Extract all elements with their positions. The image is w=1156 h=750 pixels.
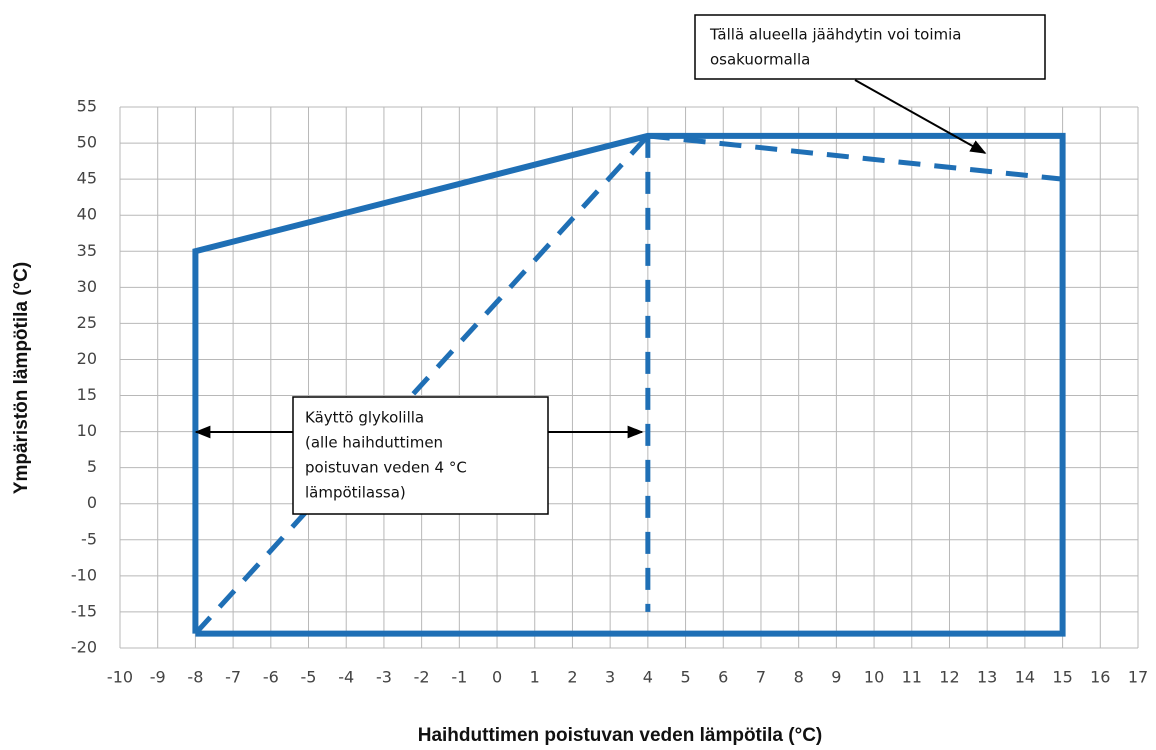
- y-axis-title: Ympäristön lämpötila (°C): [11, 262, 32, 494]
- x-tick-label: 6: [718, 668, 728, 687]
- x-tick-label: 17: [1128, 668, 1148, 687]
- arrow: [854, 79, 987, 154]
- x-axis-title: Haihduttimen poistuvan veden lämpötila (…: [418, 725, 823, 746]
- series-line: [192, 132, 1066, 637]
- annotation-text: osakuormalla: [710, 51, 810, 69]
- y-tick-label: -20: [71, 638, 97, 657]
- plot-lines: [192, 132, 1066, 637]
- x-tick-label: 2: [567, 668, 577, 687]
- x-tick-label: -3: [376, 668, 392, 687]
- x-tick-label: 12: [939, 668, 959, 687]
- y-tick-label: 45: [77, 169, 97, 188]
- x-tick-label: -5: [301, 668, 317, 687]
- x-tick-label: 13: [977, 668, 997, 687]
- x-tick-label: -7: [225, 668, 241, 687]
- x-tick-label: -10: [107, 668, 133, 687]
- annotation-text: poistuvan veden 4 °C: [305, 459, 467, 477]
- x-tick-label: 0: [492, 668, 502, 687]
- y-tick-label: 0: [87, 493, 97, 512]
- y-tick-label: 35: [77, 241, 97, 260]
- x-tick-label: 7: [756, 668, 766, 687]
- x-tick-label: -9: [150, 668, 166, 687]
- y-tick-label: 30: [77, 277, 97, 296]
- x-tick-label: -8: [187, 668, 203, 687]
- x-tick-label: 4: [643, 668, 653, 687]
- x-tick-label: -1: [451, 668, 467, 687]
- x-tick-label: 5: [680, 668, 690, 687]
- y-tick-label: 55: [77, 97, 97, 116]
- x-tick-label: -6: [263, 668, 279, 687]
- y-tick-label: 5: [87, 457, 97, 476]
- y-tick-label: 40: [77, 205, 97, 224]
- x-tick-label: 3: [605, 668, 615, 687]
- x-tick-label: -4: [338, 668, 354, 687]
- annotation-box: [292, 396, 549, 515]
- x-tick-label: 9: [831, 668, 841, 687]
- y-tick-label: 10: [77, 421, 97, 440]
- series-line: [647, 133, 1063, 182]
- y-tick-label: 25: [77, 313, 97, 332]
- x-tick-label: 14: [1015, 668, 1035, 687]
- y-tick-label: 50: [77, 133, 97, 152]
- x-tick-label: 10: [864, 668, 884, 687]
- series-line: [193, 134, 650, 636]
- y-tick-label: -15: [71, 601, 97, 620]
- y-tick-label: 15: [77, 385, 97, 404]
- annotations: Tällä alueella jäähdytin voi toimia osaku…: [194, 14, 1046, 515]
- annotation-text: Tällä alueella jäähdytin voi toimia: [709, 26, 961, 44]
- annotation-box: [694, 14, 1046, 80]
- y-tick-label: 20: [77, 349, 97, 368]
- x-tick-label: -2: [414, 668, 430, 687]
- x-tick-label: 8: [794, 668, 804, 687]
- annotation-text: lämpötilassa): [305, 484, 406, 502]
- y-tick-label: -10: [71, 565, 97, 584]
- x-tick-label: 16: [1090, 668, 1110, 687]
- annotation-text: Käyttö glykolilla: [305, 409, 424, 427]
- y-tick-label: -5: [81, 529, 97, 548]
- x-tick-label: 1: [530, 668, 540, 687]
- annotation-text: (alle haihduttimen: [305, 434, 443, 452]
- x-tick-label: 11: [902, 668, 922, 687]
- x-tick-label: 15: [1052, 668, 1072, 687]
